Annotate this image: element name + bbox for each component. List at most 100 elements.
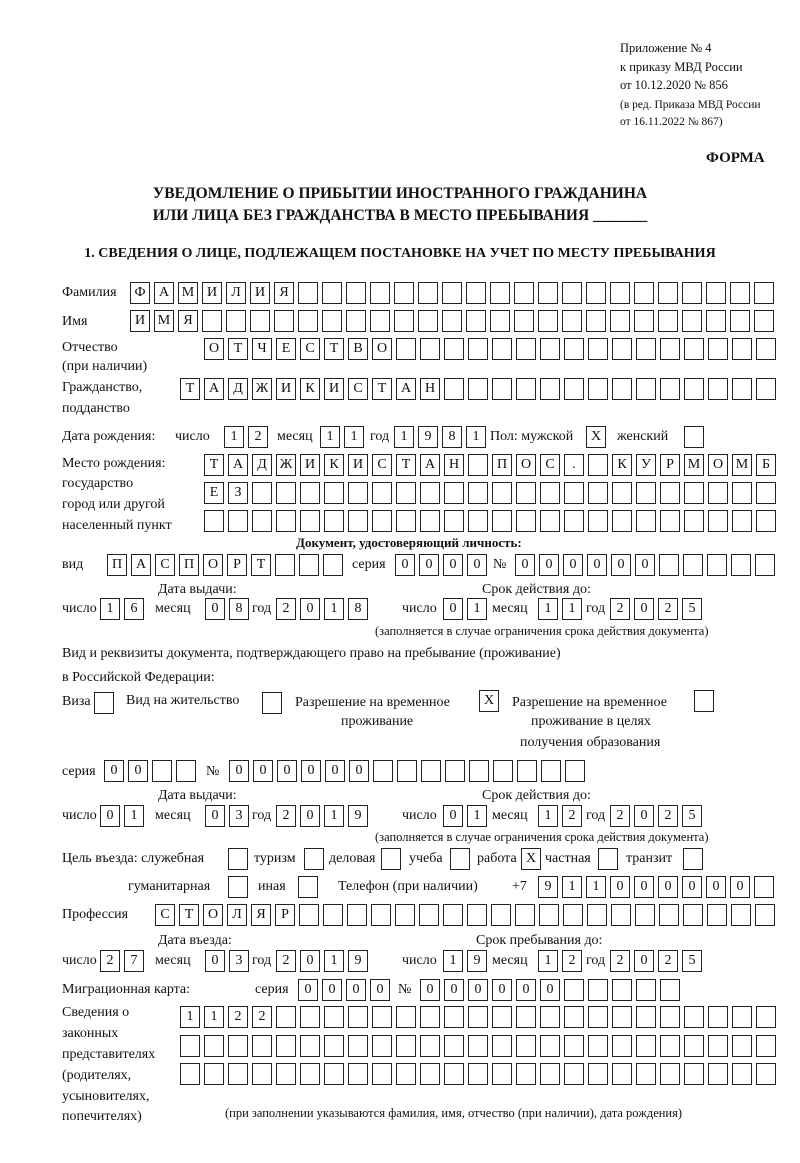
char-box[interactable] [396,1063,416,1085]
char-box[interactable] [324,1006,344,1028]
char-box[interactable] [586,310,606,332]
char-box[interactable]: 5 [682,950,702,972]
char-box[interactable]: Ч [252,338,272,360]
char-box[interactable]: Т [204,454,224,476]
char-box[interactable]: 9 [348,805,368,827]
char-box[interactable] [323,554,343,576]
char-box[interactable] [300,1006,320,1028]
char-box[interactable]: И [276,378,296,400]
char-box[interactable] [396,1035,416,1057]
char-box[interactable] [444,378,464,400]
char-box[interactable] [610,310,630,332]
char-box[interactable]: Ф [130,282,150,304]
char-box[interactable] [394,282,414,304]
char-box[interactable] [756,338,776,360]
char-box[interactable] [660,482,680,504]
char-box[interactable] [610,282,630,304]
char-box[interactable]: 1 [467,598,487,620]
char-box[interactable] [348,482,368,504]
char-box[interactable]: М [154,310,174,332]
char-box[interactable] [682,282,702,304]
purpose-work-checkbox[interactable]: X [521,848,541,870]
char-box[interactable] [394,310,414,332]
char-box[interactable]: О [372,338,392,360]
char-box[interactable]: З [228,482,248,504]
char-box[interactable] [636,378,656,400]
char-box[interactable]: 0 [325,760,345,782]
char-box[interactable]: 0 [658,876,678,898]
char-box[interactable]: Я [178,310,198,332]
char-box[interactable] [587,904,607,926]
char-box[interactable]: П [492,454,512,476]
char-box[interactable]: 0 [253,760,273,782]
char-box[interactable]: 1 [538,950,558,972]
char-box[interactable] [636,1063,656,1085]
char-box[interactable]: 0 [515,554,535,576]
char-box[interactable] [708,1006,728,1028]
char-box[interactable] [708,338,728,360]
char-box[interactable] [276,1035,296,1057]
char-box[interactable] [298,876,318,898]
char-box[interactable] [516,1006,536,1028]
char-box[interactable] [564,1035,584,1057]
char-box[interactable] [516,510,536,532]
char-box[interactable] [731,904,751,926]
char-box[interactable] [586,282,606,304]
char-box[interactable]: И [250,282,270,304]
char-box[interactable]: 5 [682,805,702,827]
char-box[interactable] [634,310,654,332]
reps-row-2[interactable] [180,1035,776,1057]
char-box[interactable] [564,338,584,360]
char-box[interactable] [228,1063,248,1085]
char-box[interactable] [563,904,583,926]
char-box[interactable]: О [516,454,536,476]
char-box[interactable] [348,1035,368,1057]
char-box[interactable] [707,904,727,926]
char-box[interactable] [708,510,728,532]
char-box[interactable] [396,1006,416,1028]
char-box[interactable] [176,760,196,782]
char-box[interactable] [180,1063,200,1085]
char-box[interactable]: С [348,378,368,400]
char-box[interactable]: 0 [277,760,297,782]
char-box[interactable] [468,1035,488,1057]
char-box[interactable] [756,1035,776,1057]
char-box[interactable]: Е [276,338,296,360]
char-box[interactable]: С [372,454,392,476]
char-box[interactable]: X [586,426,606,448]
char-box[interactable] [516,1035,536,1057]
char-box[interactable]: 0 [634,598,654,620]
char-box[interactable]: Л [227,904,247,926]
char-box[interactable] [708,482,728,504]
char-box[interactable] [372,1035,392,1057]
char-box[interactable] [450,848,470,870]
char-box[interactable]: 0 [300,598,320,620]
char-box[interactable] [660,1006,680,1028]
char-box[interactable]: 1 [467,805,487,827]
char-box[interactable] [418,310,438,332]
char-box[interactable]: О [203,904,223,926]
char-box[interactable]: 0 [395,554,415,576]
char-box[interactable] [152,760,172,782]
char-box[interactable]: Д [252,454,272,476]
char-box[interactable] [252,1035,272,1057]
char-box[interactable] [731,554,751,576]
char-box[interactable]: П [179,554,199,576]
char-box[interactable] [370,310,390,332]
char-box[interactable] [468,482,488,504]
char-box[interactable]: П [107,554,127,576]
char-box[interactable] [469,760,489,782]
char-box[interactable] [636,979,656,1001]
char-box[interactable]: 0 [205,598,225,620]
char-box[interactable] [300,482,320,504]
char-box[interactable]: 0 [634,876,654,898]
